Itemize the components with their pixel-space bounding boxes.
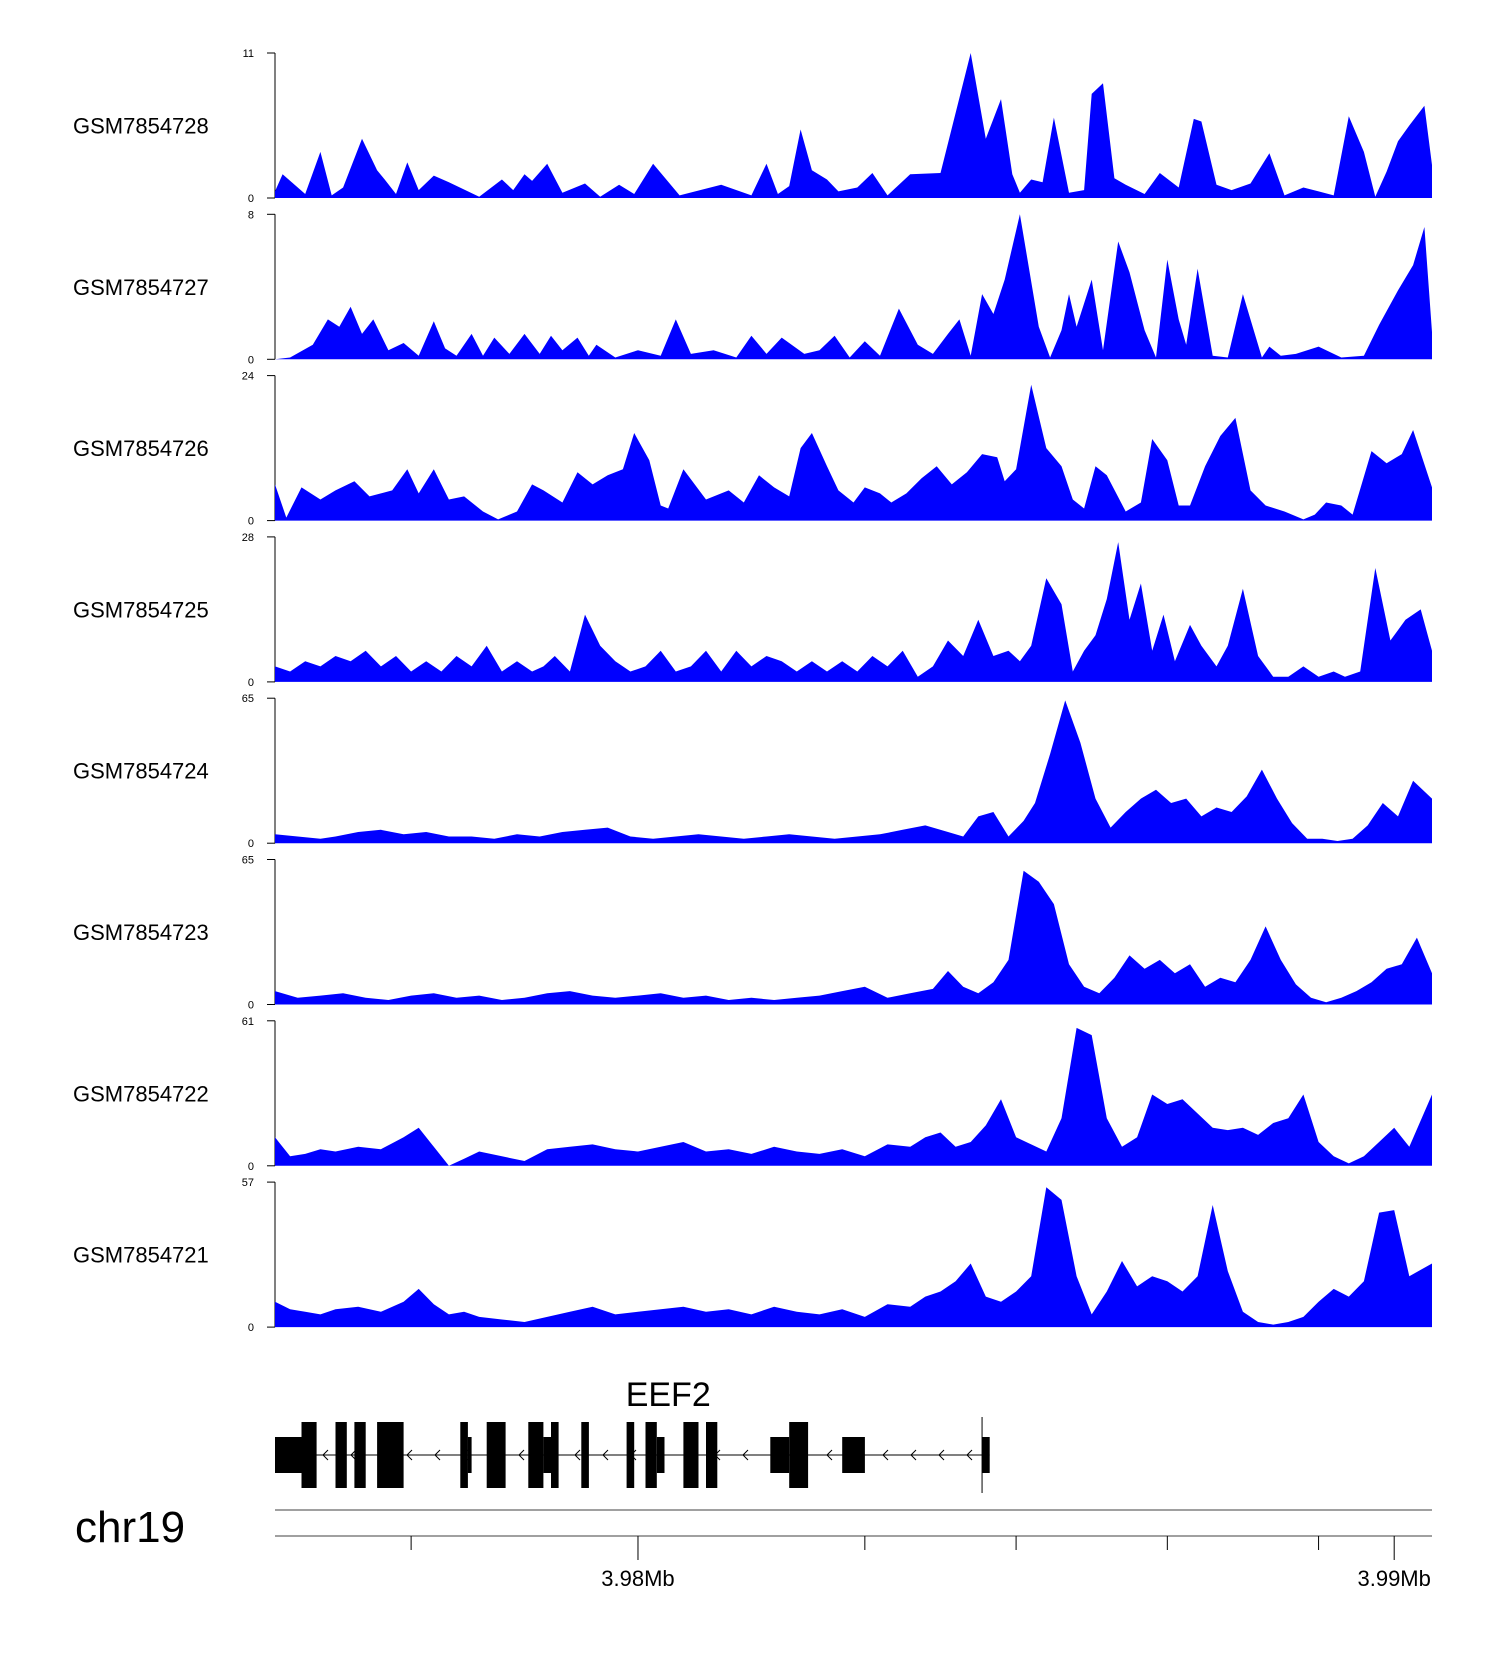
strand-arrow (322, 1449, 329, 1461)
exon (467, 1437, 472, 1473)
y-tick-label-min: 0 (248, 516, 254, 528)
track-GSM7854723: GSM7854723 65 0 (73, 855, 1432, 1012)
strand-arrow (434, 1449, 441, 1461)
y-tick-label-max: 24 (242, 371, 254, 383)
strand-arrow (826, 1449, 833, 1461)
track-label: GSM7854723 (73, 920, 209, 945)
strand-arrow (602, 1449, 609, 1461)
y-tick-label-min: 0 (248, 1000, 254, 1012)
exon (335, 1422, 347, 1488)
exon (528, 1422, 544, 1488)
coverage-area (275, 1027, 1432, 1166)
axis-major-tick-label: 3.98Mb (601, 1566, 674, 1591)
strand-arrow (966, 1449, 973, 1461)
y-tick-label-max: 65 (242, 855, 254, 867)
exon (982, 1437, 990, 1473)
track-label: GSM7854727 (73, 275, 209, 300)
track-label: GSM7854726 (73, 436, 209, 461)
y-tick-label-max: 11 (243, 48, 254, 60)
y-tick-label-max: 65 (242, 693, 254, 705)
exon (645, 1422, 657, 1488)
exon (770, 1437, 790, 1473)
strand-arrow (350, 1449, 357, 1461)
exon (486, 1422, 506, 1488)
y-tick-label-min: 0 (248, 1322, 254, 1334)
coverage-area (275, 214, 1432, 360)
track-label: GSM7854724 (73, 759, 209, 784)
strand-arrow (742, 1449, 749, 1461)
coverage-area (275, 542, 1432, 682)
strand-arrow (938, 1449, 945, 1461)
exon (301, 1422, 317, 1488)
exon (706, 1422, 718, 1488)
track-label: GSM7854725 (73, 597, 209, 622)
axis-major-tick-label: 3.99Mb (1357, 1566, 1430, 1591)
coverage-area (275, 53, 1432, 198)
y-tick-label-max: 61 (242, 1016, 254, 1028)
coverage-area (275, 1187, 1432, 1328)
track-GSM7854722: GSM7854722 61 0 (73, 1016, 1432, 1173)
track-GSM7854726: GSM7854726 24 0 (73, 371, 1432, 528)
track-GSM7854728: GSM7854728 11 0 (73, 48, 1432, 205)
track-label: GSM7854728 (73, 114, 209, 139)
strand-arrow (406, 1449, 413, 1461)
exon (581, 1422, 589, 1488)
exon (842, 1437, 865, 1473)
y-tick-label-max: 28 (242, 532, 254, 544)
y-tick-label-min: 0 (248, 838, 254, 850)
gene-label-eef2: EEF2 (626, 1376, 711, 1414)
y-tick-label-min: 0 (248, 677, 254, 689)
track-GSM7854721: GSM7854721 57 0 (73, 1177, 1432, 1334)
exon (789, 1422, 809, 1488)
coverage-area (275, 870, 1432, 1005)
exon (626, 1422, 635, 1488)
track-label: GSM7854722 (73, 1081, 209, 1106)
genome-axis: chr19 3.98Mb 3.99Mb (75, 1503, 1432, 1591)
y-tick-label-max: 8 (248, 209, 254, 221)
strand-arrow (518, 1449, 525, 1461)
exon (377, 1422, 404, 1488)
y-tick-label-max: 57 (242, 1177, 254, 1189)
coverage-area (275, 384, 1432, 521)
track-GSM7854724: GSM7854724 65 0 (73, 693, 1432, 850)
strand-arrow (910, 1449, 917, 1461)
signal-tracks: GSM7854728110GSM785472780GSM7854726240GS… (73, 48, 1432, 1334)
chromosome-label: chr19 (75, 1503, 185, 1552)
exon (460, 1422, 468, 1488)
track-GSM7854725: GSM7854725 28 0 (73, 532, 1432, 689)
exon (656, 1437, 665, 1473)
coverage-area (275, 700, 1432, 844)
y-tick-label-min: 0 (248, 193, 254, 205)
exon (275, 1437, 302, 1473)
exon (354, 1422, 366, 1488)
exon (543, 1437, 552, 1473)
strand-arrow (882, 1449, 889, 1461)
strand-arrow (574, 1449, 581, 1461)
exon (683, 1422, 699, 1488)
track-label: GSM7854721 (73, 1243, 209, 1268)
gene-track: EEF2 (275, 1376, 990, 1493)
track-GSM7854727: GSM7854727 8 0 (73, 209, 1432, 366)
exon (551, 1422, 559, 1488)
y-tick-label-min: 0 (248, 1161, 254, 1173)
y-tick-label-min: 0 (248, 354, 254, 366)
